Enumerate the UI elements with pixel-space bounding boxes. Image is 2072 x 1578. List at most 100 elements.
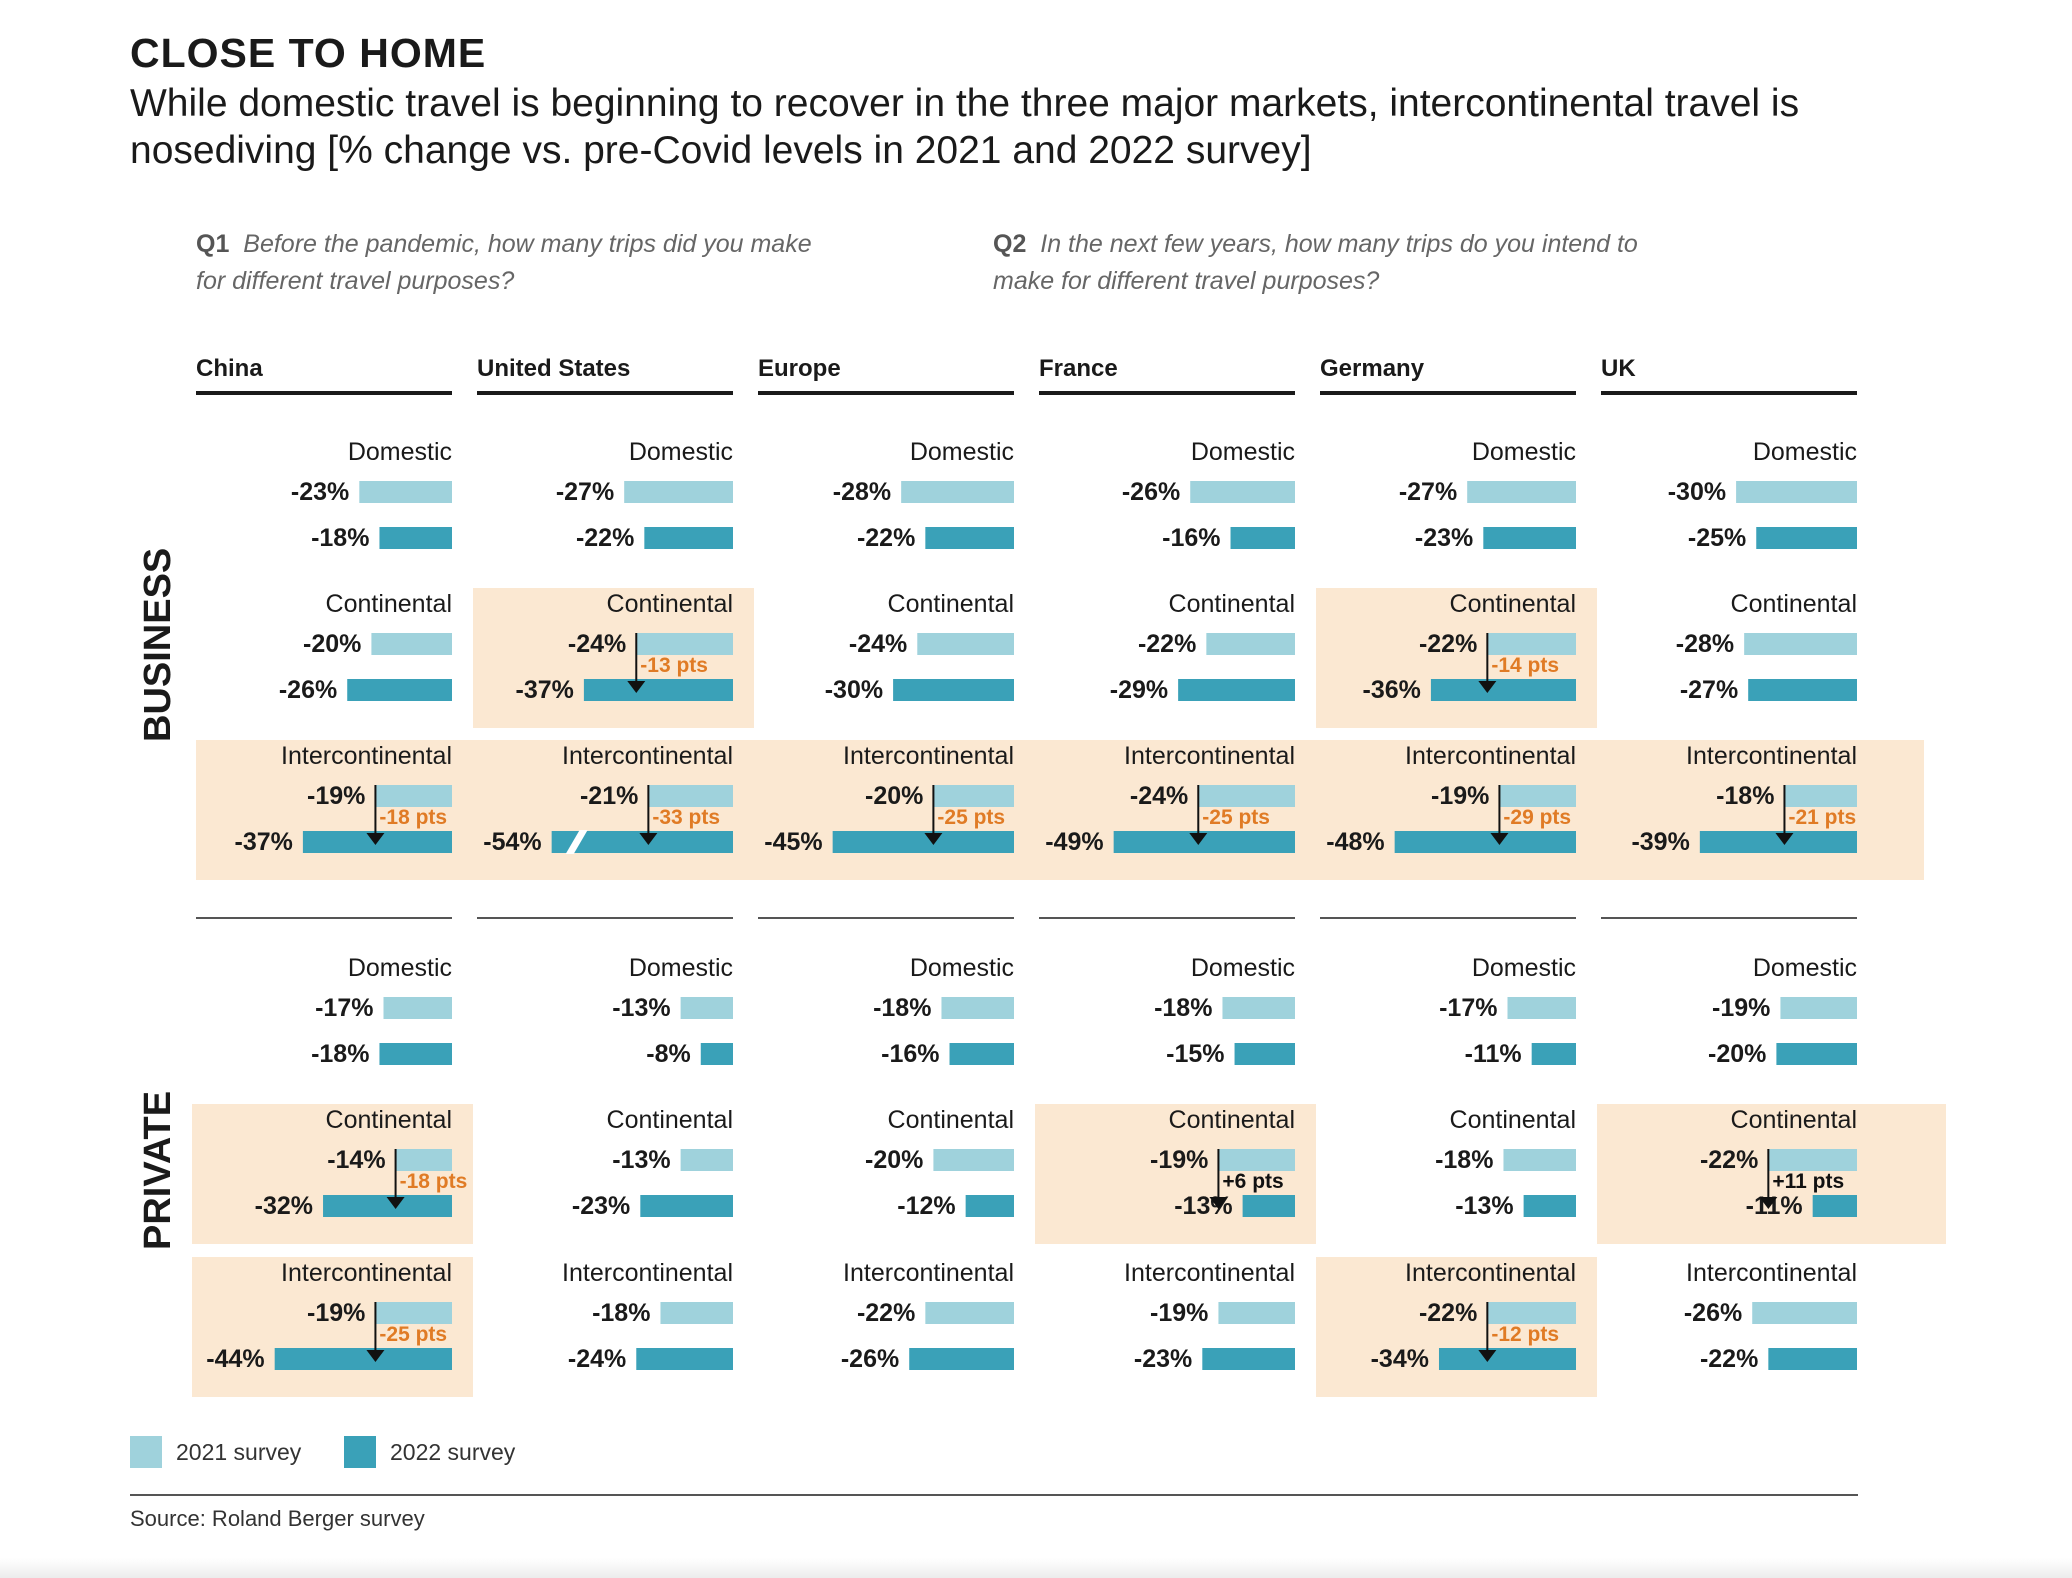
bar-2022-private-intercontinental-europe [909, 1348, 1014, 1370]
value-label-2021-private-domestic-germany: -17% [1439, 994, 1497, 1022]
category-label-private-domestic-europe: Domestic [910, 954, 1014, 982]
bar-2021-business-domestic-united-states [624, 481, 733, 503]
change-arrow-head-private-intercontinental-germany [1478, 1350, 1497, 1362]
bar-2021-business-domestic-germany [1467, 481, 1576, 503]
value-label-2022-private-intercontinental-uk: -22% [1700, 1345, 1758, 1373]
source-note: Source: Roland Berger survey [130, 1506, 425, 1531]
category-label-business-continental-china: Continental [326, 590, 452, 618]
bar-2021-private-continental-united-states [680, 1149, 733, 1171]
value-label-2022-business-continental-china: -26% [279, 676, 337, 704]
value-label-2022-business-intercontinental-uk: -39% [1631, 828, 1689, 856]
footer-divider [130, 1494, 1858, 1496]
bar-2021-business-intercontinental-europe [933, 785, 1014, 807]
bar-2021-business-domestic-france [1190, 481, 1295, 503]
value-label-2021-business-intercontinental-china: -19% [307, 782, 365, 810]
bar-2021-private-continental-germany [1503, 1149, 1576, 1171]
category-label-business-domestic-uk: Domestic [1753, 438, 1857, 466]
value-label-2022-private-intercontinental-france: -23% [1134, 1345, 1192, 1373]
value-label-2022-business-continental-france: -29% [1110, 676, 1168, 704]
category-label-private-domestic-united-states: Domestic [629, 954, 733, 982]
value-label-2021-business-intercontinental-europe: -20% [865, 782, 923, 810]
change-label-business-intercontinental-europe: -25 pts [937, 806, 1005, 829]
country-header-germany: Germany [1320, 355, 1425, 382]
category-label-private-continental-germany: Continental [1450, 1106, 1576, 1134]
change-label-business-intercontinental-china: -18 pts [379, 806, 447, 829]
category-label-private-continental-uk: Continental [1731, 1106, 1857, 1134]
value-label-2022-business-intercontinental-china: -37% [235, 828, 293, 856]
value-label-2021-private-continental-china: -14% [327, 1146, 385, 1174]
value-label-2022-private-intercontinental-europe: -26% [841, 1345, 899, 1373]
change-arrow-head-private-continental-france [1209, 1197, 1228, 1209]
category-label-business-domestic-france: Domestic [1191, 438, 1295, 466]
highlight-panel-business-continental-united-states [473, 588, 754, 728]
country-header-europe: Europe [758, 355, 841, 382]
change-arrow-head-business-intercontinental-france [1189, 833, 1208, 845]
category-label-private-continental-europe: Continental [888, 1106, 1014, 1134]
bottom-fade [0, 1558, 2072, 1578]
bar-2021-business-continental-uk [1744, 633, 1857, 655]
value-label-2022-business-domestic-china: -18% [311, 524, 369, 552]
value-label-2021-private-intercontinental-france: -19% [1150, 1299, 1208, 1327]
bar-2022-private-domestic-uk [1776, 1043, 1857, 1065]
value-label-2022-business-intercontinental-france: -49% [1045, 828, 1103, 856]
question-1-text: Before the pandemic, how many trips did … [196, 230, 812, 295]
value-label-2022-business-domestic-united-states: -22% [576, 524, 634, 552]
change-arrow-head-private-continental-uk [1759, 1197, 1778, 1209]
category-label-business-continental-uk: Continental [1731, 590, 1857, 618]
value-label-2021-private-intercontinental-europe: -22% [857, 1299, 915, 1327]
value-label-2021-private-continental-united-states: -13% [612, 1146, 670, 1174]
bar-2021-private-continental-china [395, 1149, 452, 1171]
legend-item-2022: 2022 survey [344, 1436, 515, 1468]
value-label-2021-business-continental-europe: -24% [849, 630, 907, 658]
legend-swatch-2022 [344, 1436, 376, 1468]
value-label-2022-business-domestic-europe: -22% [857, 524, 915, 552]
question-2: Q2 In the next few years, how many trips… [993, 226, 1643, 300]
category-label-private-continental-france: Continental [1169, 1106, 1295, 1134]
value-label-2022-private-continental-germany: -13% [1455, 1192, 1513, 1220]
bar-2021-private-intercontinental-uk [1752, 1302, 1857, 1324]
value-label-2021-business-continental-united-states: -24% [568, 630, 626, 658]
category-label-private-domestic-germany: Domestic [1472, 954, 1576, 982]
bar-2022-business-intercontinental-uk [1699, 831, 1857, 853]
value-label-2022-business-intercontinental-europe: -45% [764, 828, 822, 856]
legend-label-2021: 2021 survey [176, 1438, 302, 1465]
bar-2022-business-domestic-france [1230, 527, 1295, 549]
category-label-private-intercontinental-uk: Intercontinental [1686, 1259, 1857, 1287]
value-label-2022-private-continental-europe: -12% [897, 1192, 955, 1220]
category-label-private-domestic-china: Domestic [348, 954, 452, 982]
highlight-panel-private-continental-uk [1597, 1104, 1946, 1244]
value-label-2022-business-continental-germany: -36% [1363, 676, 1421, 704]
bar-2022-business-continental-united-states [583, 679, 733, 701]
change-label-business-intercontinental-united-states: -33 pts [652, 806, 720, 829]
question-2-text: In the next few years, how many trips do… [993, 230, 1638, 295]
value-label-2021-private-domestic-europe: -18% [873, 994, 931, 1022]
highlight-panel-private-continental-china [192, 1104, 473, 1244]
value-label-2022-private-domestic-china: -18% [311, 1040, 369, 1068]
value-label-2022-private-intercontinental-germany: -34% [1371, 1345, 1429, 1373]
value-label-2021-business-domestic-france: -26% [1122, 478, 1180, 506]
bar-2021-private-domestic-germany [1507, 997, 1576, 1019]
category-label-business-continental-united-states: Continental [607, 590, 733, 618]
bar-2022-private-continental-france [1242, 1195, 1295, 1217]
category-label-private-intercontinental-germany: Intercontinental [1405, 1259, 1576, 1287]
bar-2022-business-domestic-uk [1756, 527, 1857, 549]
bar-2022-business-intercontinental-europe [832, 831, 1014, 853]
value-label-2021-private-domestic-china: -17% [315, 994, 373, 1022]
bar-2022-business-intercontinental-united-states [551, 831, 733, 853]
highlight-panel-business-continental-germany [1316, 588, 1597, 728]
bar-2022-private-domestic-europe [949, 1043, 1014, 1065]
category-label-business-intercontinental-united-states: Intercontinental [562, 742, 733, 770]
change-label-private-intercontinental-china: -25 pts [379, 1323, 447, 1346]
value-label-2021-business-domestic-europe: -28% [833, 478, 891, 506]
bar-2022-business-domestic-china [379, 527, 452, 549]
value-label-2021-private-continental-uk: -22% [1700, 1146, 1758, 1174]
category-label-private-intercontinental-france: Intercontinental [1124, 1259, 1295, 1287]
change-arrow-head-business-intercontinental-uk [1775, 833, 1794, 845]
bar-2022-private-intercontinental-china [274, 1348, 452, 1370]
value-label-2022-business-domestic-germany: -23% [1415, 524, 1473, 552]
bar-2021-business-domestic-china [359, 481, 452, 503]
bar-2021-private-continental-europe [933, 1149, 1014, 1171]
category-label-business-continental-germany: Continental [1450, 590, 1576, 618]
value-label-2021-business-domestic-united-states: -27% [556, 478, 614, 506]
